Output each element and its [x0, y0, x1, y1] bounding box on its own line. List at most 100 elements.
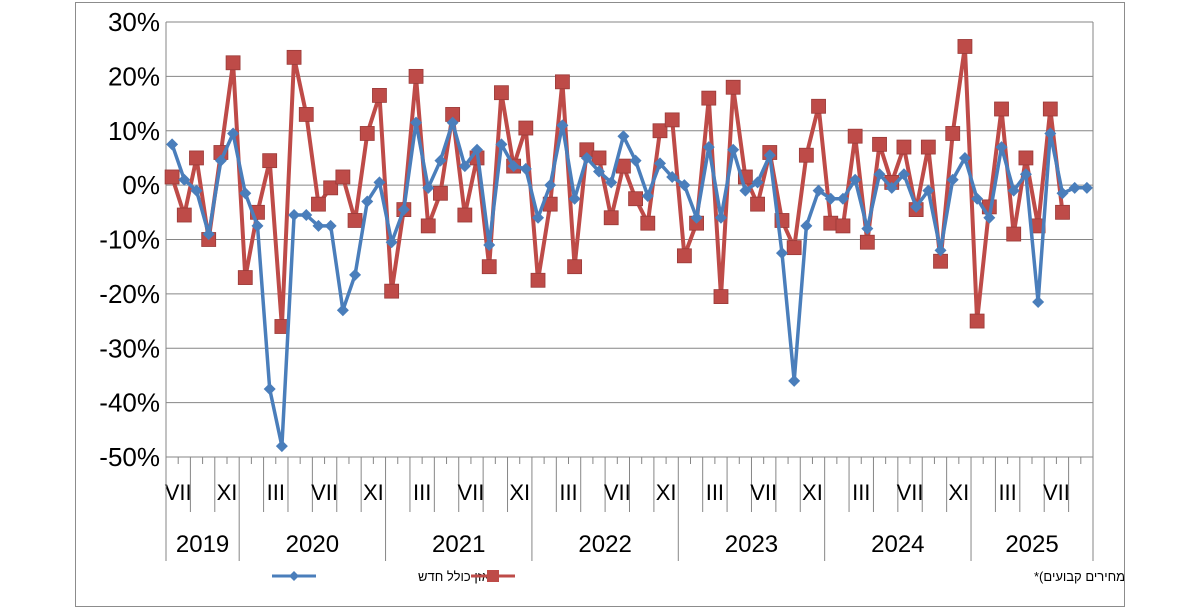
x-month-label: XI: [802, 480, 823, 505]
data-point: [397, 203, 410, 216]
data-point: [335, 169, 351, 185]
x-month-label: III: [559, 480, 577, 505]
data-point: [836, 192, 849, 205]
data-point: [422, 181, 435, 194]
series-blue: [166, 116, 1093, 453]
x-month-label: VII: [311, 480, 338, 505]
data-point: [690, 211, 703, 224]
data-point: [910, 200, 923, 213]
legend-label: השינוי במדד הפדיון לכלל ענפי המשק (נתוני…: [1034, 569, 1124, 584]
data-point: [190, 184, 203, 197]
data-point: [1006, 226, 1022, 242]
x-month-label: III: [852, 480, 870, 505]
legend-item-red: השינוי במדד הפדיון לכלל ענפי המשק (נתוני…: [471, 569, 1124, 584]
data-point: [1019, 168, 1032, 181]
data-point: [701, 90, 717, 106]
data-point: [434, 154, 447, 167]
x-month-label: VII: [457, 480, 484, 505]
legend-label: מאזן כולל חדש: [418, 569, 499, 584]
data-point: [788, 374, 801, 387]
data-point: [593, 165, 606, 178]
data-point: [166, 138, 179, 151]
data-point: [750, 196, 765, 212]
data-point: [349, 268, 362, 281]
y-tick-label: -40%: [99, 388, 160, 418]
data-point: [225, 55, 241, 71]
data-point: [239, 187, 252, 200]
data-point: [1032, 296, 1045, 309]
data-point: [628, 191, 643, 207]
data-point: [361, 195, 374, 208]
data-point: [763, 149, 776, 162]
data-point: [652, 123, 668, 139]
data-point: [958, 151, 971, 164]
gridlines: [166, 21, 1093, 458]
data-point: [751, 176, 764, 189]
x-month-label: VII: [897, 480, 924, 505]
data-point: [530, 272, 546, 288]
data-point: [934, 244, 947, 257]
data-point: [567, 259, 583, 275]
x-month-label: VII: [604, 480, 631, 505]
data-point: [237, 270, 253, 285]
data-point: [666, 170, 679, 183]
data-point: [678, 179, 691, 192]
data-point: [775, 247, 788, 260]
data-point: [324, 219, 337, 232]
data-point: [872, 136, 887, 152]
data-point: [897, 168, 910, 181]
data-point: [323, 180, 339, 196]
data-point: [312, 219, 325, 232]
data-point: [446, 116, 459, 129]
data-point: [384, 283, 400, 299]
data-point: [1042, 101, 1058, 117]
data-point: [885, 181, 898, 194]
x-month-label: XI: [948, 480, 969, 505]
data-point: [713, 289, 729, 304]
data-point: [995, 141, 1008, 154]
data-point: [288, 209, 301, 222]
data-point: [798, 147, 814, 163]
data-point: [849, 173, 862, 186]
data-point: [957, 39, 973, 54]
y-tick-label: 20%: [108, 61, 160, 91]
data-point: [298, 107, 314, 122]
x-month-label: XI: [509, 480, 530, 505]
x-year-label: 2023: [725, 531, 778, 558]
x-month-label: III: [706, 480, 724, 505]
data-point: [873, 168, 886, 181]
y-tick-label: -50%: [99, 442, 160, 472]
data-point: [994, 101, 1009, 117]
chart-frame: 30% 20% 10% 0% -10% -20% -30% -40% -50% VII XI III…: [75, 2, 1125, 607]
data-point: [481, 259, 497, 275]
data-point: [286, 49, 302, 65]
y-tick-label: -10%: [99, 225, 160, 255]
x-month-label: III: [267, 480, 285, 505]
data-point: [555, 74, 570, 90]
data-point: [617, 130, 630, 143]
data-point: [847, 128, 863, 144]
data-point: [433, 185, 448, 201]
data-point: [202, 228, 215, 241]
x-year-label: 2021: [432, 531, 485, 558]
data-point: [263, 383, 276, 396]
x-year-label: 2022: [578, 531, 631, 558]
data-point: [347, 213, 363, 228]
x-month-label: III: [998, 480, 1016, 505]
data-point: [920, 139, 936, 155]
chart-svg: 30% 20% 10% 0% -10% -20% -30% -40% -50% VII XI III…: [99, 7, 1124, 584]
data-point: [408, 68, 424, 84]
data-point: [714, 211, 727, 224]
data-point: [483, 238, 496, 251]
x-month-label: VII: [165, 480, 192, 505]
data-point: [1044, 127, 1057, 140]
data-point: [971, 192, 984, 205]
legend-item-blue: מאזן כולל חדש: [272, 569, 499, 584]
data-point: [359, 126, 375, 141]
data-point: [373, 176, 386, 189]
y-tick-label: 0%: [122, 170, 160, 200]
x-month-label: VII: [1043, 480, 1070, 505]
x-year-label: 2024: [871, 531, 924, 558]
y-tick-label: 30%: [108, 7, 160, 37]
data-point: [518, 120, 534, 136]
